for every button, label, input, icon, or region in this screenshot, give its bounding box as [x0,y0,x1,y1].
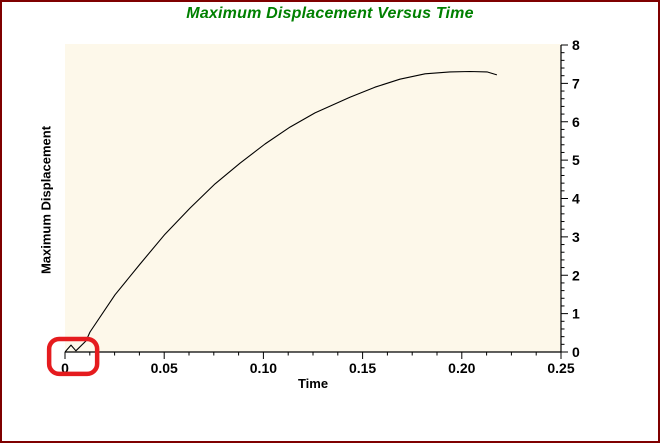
x-tick-label: 0.10 [250,360,277,376]
origin-highlight-annotation [46,336,100,377]
series-line [64,70,498,353]
x-tick-label: 0.20 [448,360,475,376]
x-tick-label: 0.05 [151,360,178,376]
y-tick-label: 8 [572,37,580,53]
y-tick-label: 1 [572,306,580,322]
x-tick-label: 0 [61,360,69,376]
x-tick-label: 0.25 [547,360,574,376]
y-tick-label: 3 [572,229,580,245]
x-axis-label: Time [297,376,329,391]
y-tick-label: 0 [572,344,580,360]
plot-area [65,44,561,352]
x-tick-label: 0.15 [349,360,376,376]
y-tick-label: 7 [572,75,580,91]
y-tick-label: 6 [572,114,580,130]
y-tick-label: 5 [572,152,580,168]
y-tick-label: 2 [572,267,580,283]
chart-title: Maximum Displacement Versus Time [186,5,474,22]
y-tick-label: 4 [572,191,580,207]
